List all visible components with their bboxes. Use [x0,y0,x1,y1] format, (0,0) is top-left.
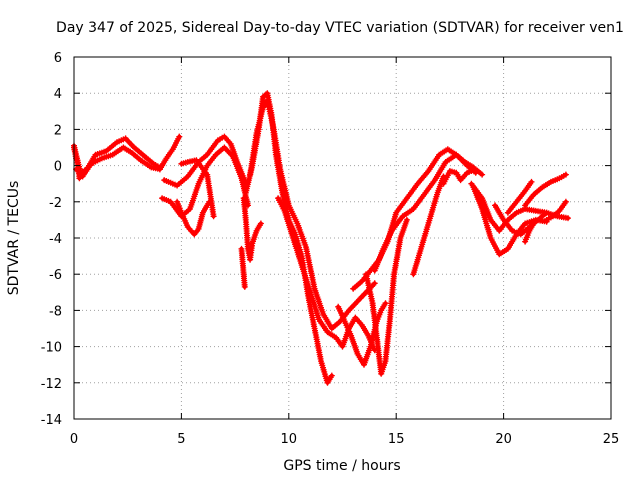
data-point [371,280,378,287]
data-point [176,133,183,140]
data-point [403,216,410,223]
y-tick-label: -10 [41,341,62,356]
data-point [210,213,217,220]
data-point [479,171,486,178]
y-tick-label: -8 [49,304,62,319]
y-tick-label: 2 [54,123,62,138]
x-tick-label: 25 [603,432,620,447]
grid-lines [74,57,611,419]
series-sat-x [522,171,569,209]
y-tick-label: 0 [54,160,62,175]
data-point [565,215,571,222]
series-sat-d [156,133,183,173]
series-sat-g [174,198,213,238]
series-sat-o [363,216,410,377]
data-point [76,175,83,182]
y-tick-label: -4 [49,232,62,247]
series-sat-n [335,300,389,368]
data-point [382,300,389,307]
x-tick-label: 10 [281,432,298,447]
x-tick-label: 15 [388,432,405,447]
y-tick-label: -6 [49,268,62,283]
data-point [530,220,537,227]
y-axis-title: SDTVAR / TECUs [6,181,22,296]
x-tick-label: 5 [177,432,185,447]
data-point [562,198,569,205]
series-sat-i [240,195,264,263]
series-sat-j [238,245,248,290]
series-sat-w [504,178,535,216]
y-tick-label: -14 [41,413,62,428]
series-sat-s [440,166,486,187]
tick-labels: 0 5 10 15 20 25 -14 -12 -10 -8 -6 -4 -2 0 2 4 6 [41,51,620,447]
y-tick-label: -2 [49,196,62,211]
y-tick-label: 6 [54,51,62,66]
data-point [543,209,550,216]
chart-title: Day 347 of 2025, Sidereal Day-to-day VTE… [56,20,624,36]
series-sat-y [543,198,569,223]
axis-ticks [73,56,612,420]
data-point [528,178,535,185]
y-tick-label: -12 [41,377,62,392]
series-sat-h [178,157,217,220]
x-tick-label: 0 [70,432,78,447]
series-sat-z [522,220,537,245]
series-sat-q [371,151,479,274]
data-point [328,372,335,379]
data-series-group [71,90,571,386]
data-point [241,283,248,290]
series-sat-l [247,97,378,332]
x-tick-label: 20 [495,432,512,447]
data-point [562,171,569,178]
y-tick-label: 4 [54,87,62,102]
data-point [257,220,264,227]
x-axis-title: GPS time / hours [283,458,400,474]
